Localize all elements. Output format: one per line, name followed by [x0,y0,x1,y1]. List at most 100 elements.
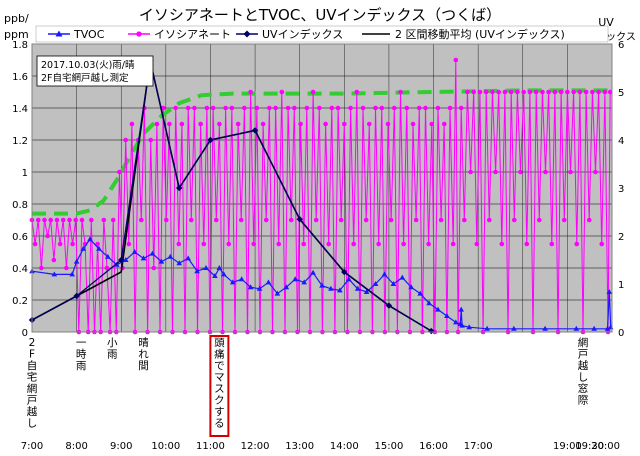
data-point [341,268,348,276]
data-point [57,241,63,247]
data-point [417,290,423,296]
legend-item-moving-average: 2 区間移動平均 (UVインデックス) [362,27,565,41]
data-point [60,217,66,223]
data-point [423,105,428,111]
x-tick-label: 16:00 [419,441,448,452]
data-point [342,121,347,127]
data-point [540,89,545,95]
data-point [366,121,372,127]
data-point [273,105,278,111]
y-left-tick-label: 1 [22,168,28,179]
data-point [176,260,183,266]
data-point [462,217,467,223]
series-line [32,88,612,216]
data-point [256,285,263,291]
data-point [586,217,592,223]
left-axis-label-line-2: ppm [4,28,29,41]
x-tick-label: 17:00 [464,441,493,452]
data-point [573,325,580,331]
legend-item-uv-index: UVインデックス [236,27,343,41]
data-point [51,257,57,263]
data-point [338,217,344,223]
data-point [435,306,441,312]
data-point [604,325,611,331]
data-point [329,105,335,111]
data-point [254,105,260,111]
data-point [487,217,492,223]
data-point [73,292,80,300]
data-point [204,105,210,111]
data-point [511,325,517,331]
data-point [69,271,75,277]
data-point [140,255,147,261]
legend-box [35,25,609,43]
data-point [561,217,567,223]
y-left-tick-label: 0.8 [12,200,28,211]
data-point [599,241,605,247]
annotation: 小雨 [107,337,118,361]
data-point [490,89,495,95]
legend-isocyanate-label: イソシアネート [154,28,231,41]
data-point [110,217,116,223]
x-tick-label: 14:00 [330,441,359,452]
data-point [185,255,191,261]
data-point [466,324,473,330]
data-point [398,89,403,95]
data-point [450,241,456,247]
data-point [426,300,432,306]
data-point [390,281,397,286]
data-point [73,217,79,223]
data-point [596,89,601,95]
data-point [148,137,153,143]
data-point [70,241,75,247]
data-point [89,217,94,223]
data-point [373,105,378,111]
series-layer [28,57,614,335]
data-point [260,121,266,127]
data-point [123,137,128,143]
data-point [351,241,356,247]
data-point [304,105,310,111]
data-point [229,105,235,111]
data-point [221,271,227,277]
legend-moving-average-label: 2 区間移動平均 (UVインデックス) [395,27,565,41]
data-point [388,217,394,223]
data-point [263,217,269,223]
data-point [502,89,508,95]
data-point [118,256,125,264]
data-point [441,121,447,127]
annotation-box [209,335,230,437]
y-left-tick-label: 1.8 [12,40,28,51]
data-point [413,217,419,223]
info-box-line-2: 2F自宅網戸越し測定 [41,72,129,84]
data-point [326,241,331,247]
data-point [429,121,435,127]
data-point [117,169,122,175]
data-point [328,285,334,291]
data-point [345,276,352,282]
data-point [571,89,576,95]
data-point [593,169,598,175]
data-point [242,105,247,111]
data-point [310,269,316,275]
data-point [404,105,410,111]
y-right-tick-label: 6 [618,40,624,51]
data-point [179,121,185,127]
data-point [283,284,290,290]
legend: TVOC イソシアネート UVインデックス 2 区間移動平均 (UVインデックス… [35,25,609,43]
data-point [151,265,157,271]
data-point [198,121,203,127]
data-point [158,258,165,264]
data-point [515,89,520,95]
data-point [363,217,369,223]
data-point [292,105,297,111]
data-point [606,289,613,294]
data-point [483,89,489,95]
legend-item-tvoc: TVOC [48,28,105,41]
info-box: 2017.10.03(火)雨/晴 2F自宅網戸越し測定 [36,55,154,87]
legend-item-isocyanate: イソシアネート [128,28,231,41]
data-point [465,89,470,95]
annotation: 網戸越し窓際 [578,336,589,407]
info-box-line-1: 2017.10.03(火)雨/晴 [41,59,135,71]
